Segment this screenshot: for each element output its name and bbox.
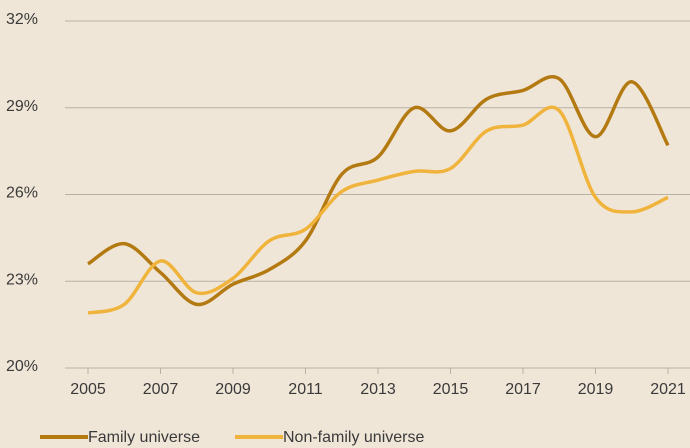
x-tick-label: 2007 — [143, 381, 179, 398]
series-line — [87, 75, 670, 307]
series-line — [87, 105, 669, 315]
x-tick-label: 2017 — [505, 381, 541, 398]
y-tick-label: 23% — [6, 271, 38, 288]
y-tick-label: 29% — [6, 98, 38, 115]
legend-label: Family universe — [88, 429, 200, 446]
y-tick-label: 32% — [6, 11, 38, 28]
x-tick-label: 2005 — [70, 381, 106, 398]
x-tick-label: 2019 — [578, 381, 614, 398]
y-tick-label: 26% — [6, 185, 38, 202]
x-tick-label: 2009 — [215, 381, 251, 398]
legend-label: Non-family universe — [283, 429, 424, 446]
x-tick-label: 2013 — [360, 381, 396, 398]
y-tick-label: 20% — [6, 358, 38, 375]
x-tick-label: 2021 — [650, 381, 686, 398]
x-tick-label: 2015 — [433, 381, 469, 398]
x-tick-label: 2011 — [288, 381, 323, 398]
